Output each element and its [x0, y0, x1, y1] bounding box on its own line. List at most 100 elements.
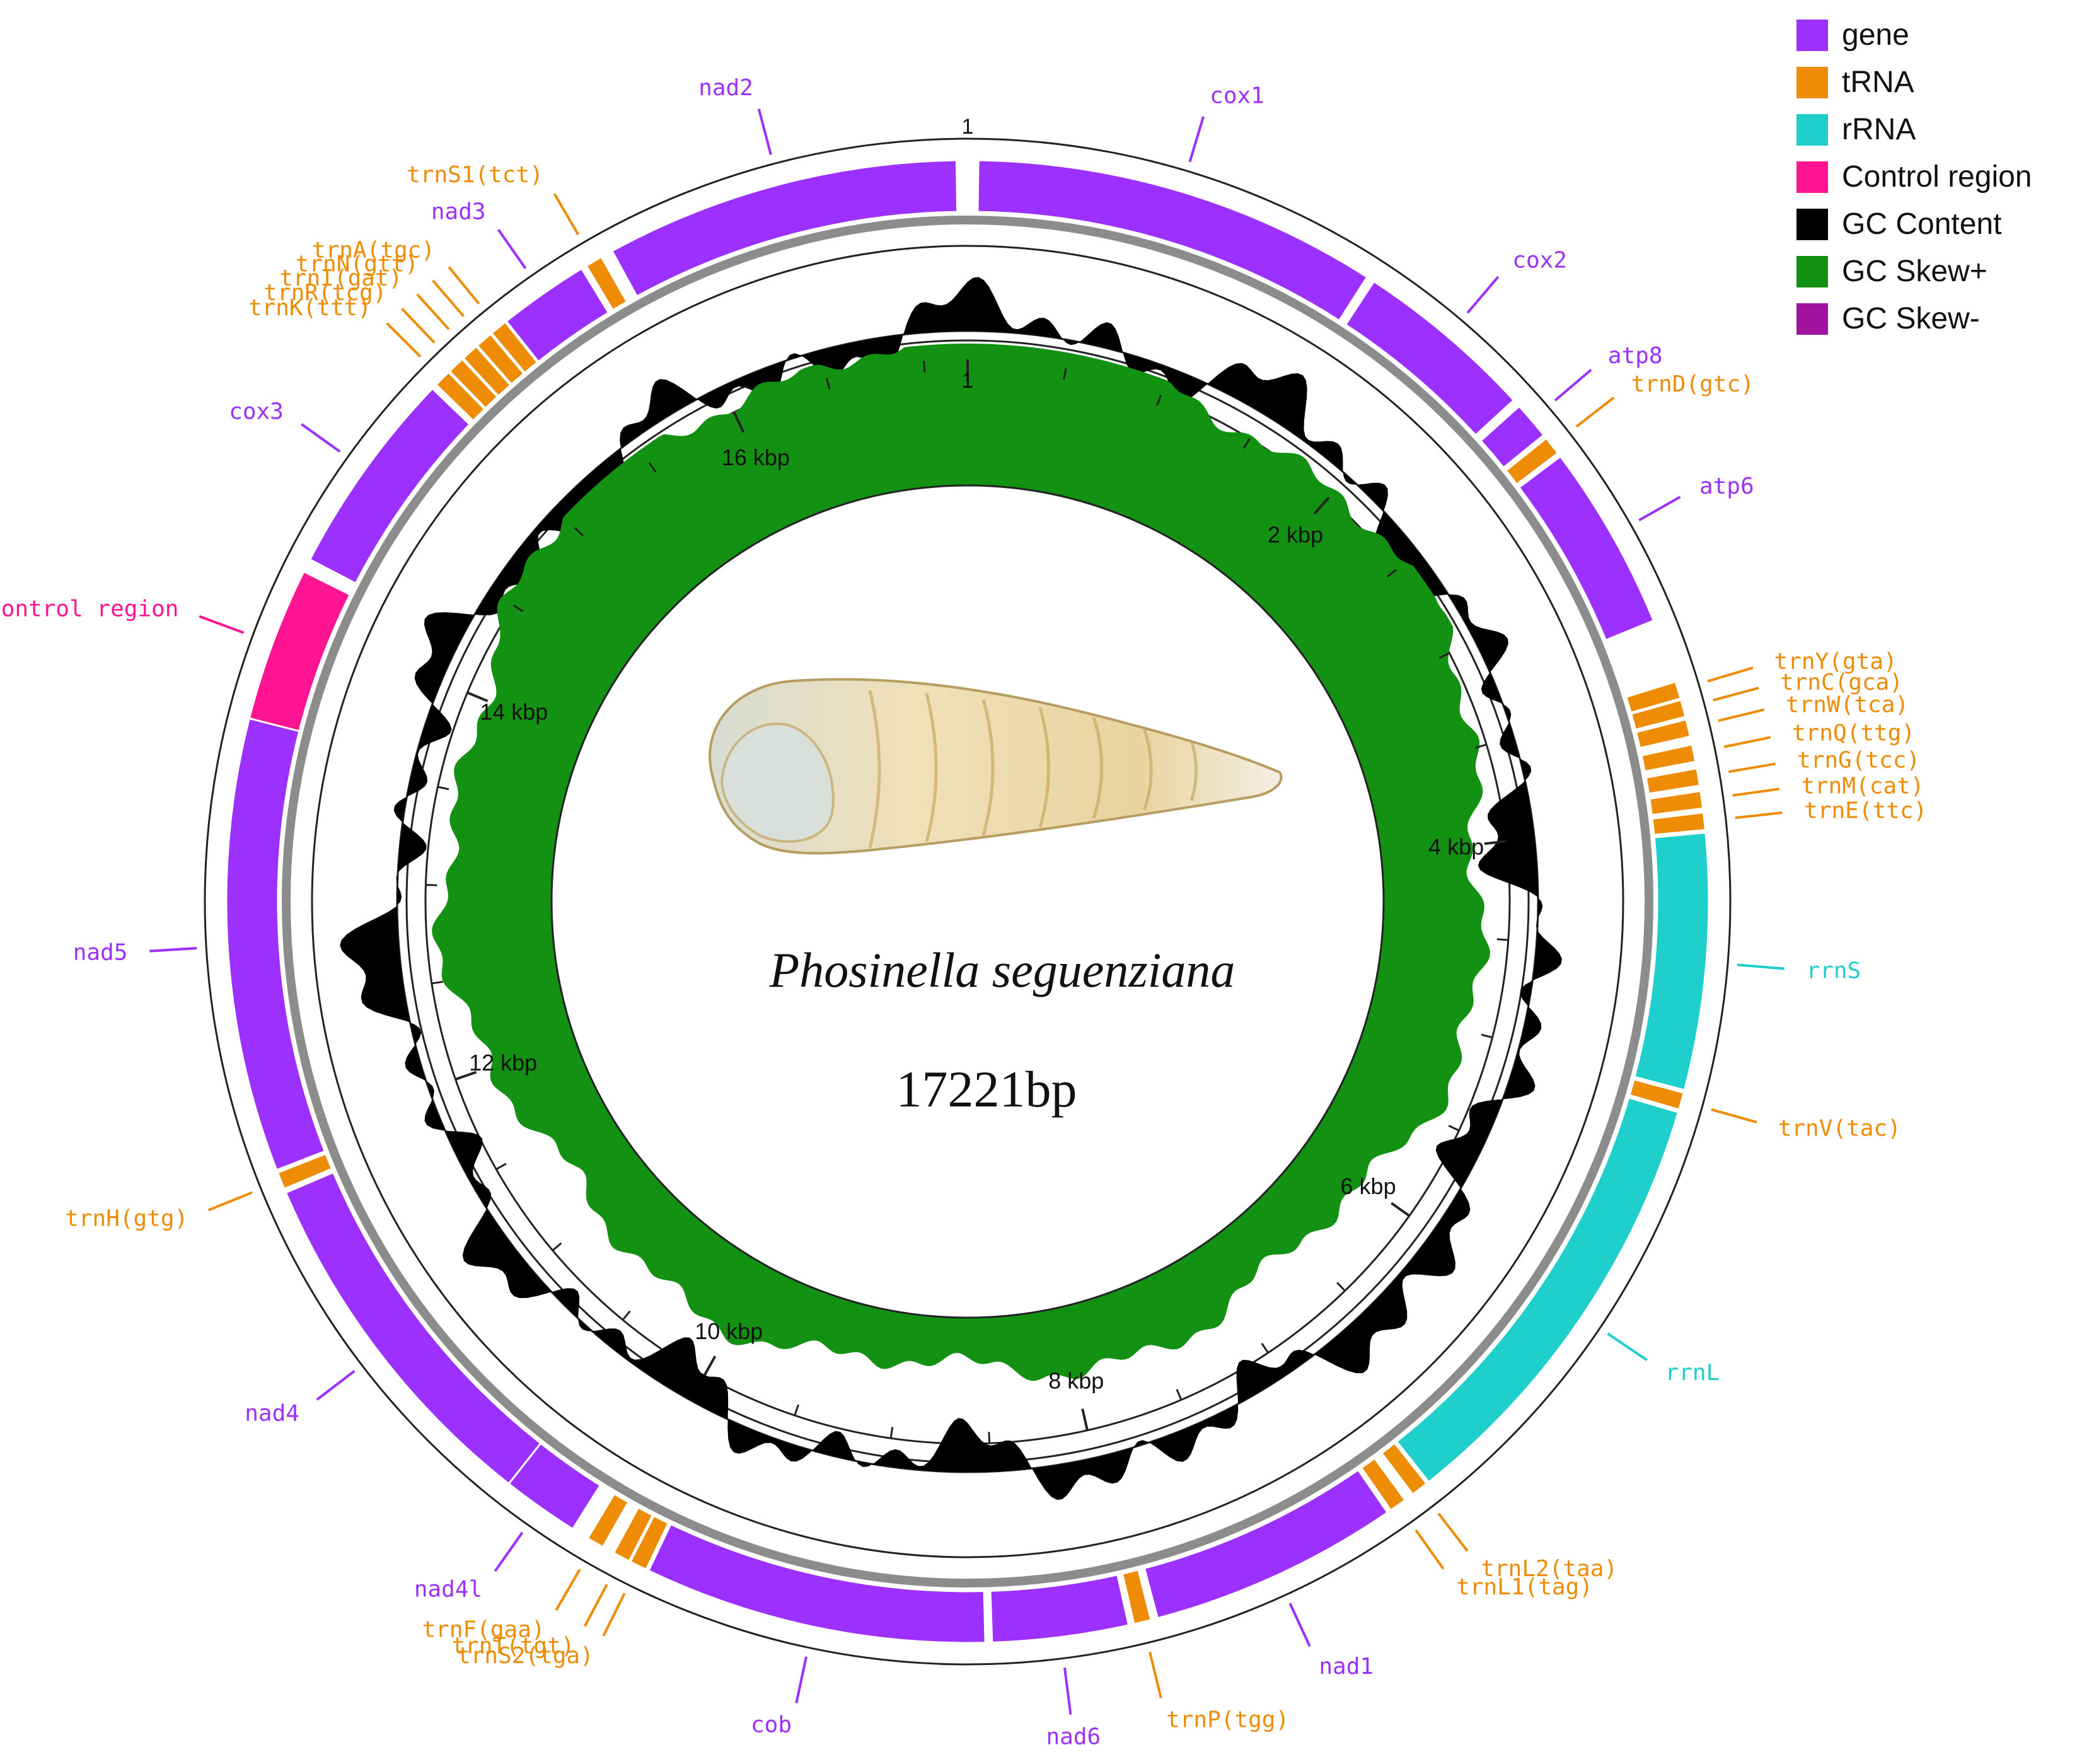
legend-label: tRNA [1842, 66, 1914, 99]
scale-tick [437, 786, 449, 791]
legend-item: GC Skew- [1796, 295, 2074, 342]
leader-nad4l [494, 1531, 524, 1572]
scale-tick [1391, 1202, 1410, 1217]
scale-tick [552, 1242, 562, 1251]
legend-swatch [1796, 66, 1828, 98]
leader-trnN [432, 279, 465, 318]
scale-label: 6 kbp [1341, 1173, 1396, 1199]
scale-tick [732, 412, 745, 433]
feature-trnS1 [584, 255, 628, 311]
label-nad4: nad4 [245, 1400, 299, 1426]
label-trnF: trnF(gaa) [422, 1616, 545, 1642]
label-trnQ: trnQ(ttg) [1792, 721, 1915, 746]
leader-trnG [1728, 762, 1776, 774]
label-trnR: trnR(tcg) [263, 280, 386, 306]
leader-trnM [1732, 787, 1779, 797]
leader-rrnL [1607, 1332, 1648, 1361]
feature-nad4 [284, 1171, 542, 1485]
leader-cox2 [1466, 276, 1500, 314]
scale-tick [466, 691, 489, 702]
origin-label-outer: 1 [962, 115, 974, 139]
legend-label: Control region [1842, 160, 2032, 194]
leader-trnP [1148, 1651, 1162, 1698]
leader-nad2 [757, 108, 772, 155]
feature-nad5 [225, 717, 327, 1171]
scale-tick [1063, 368, 1067, 380]
leader-trnC [1713, 687, 1759, 702]
label-cox2: cox2 [1512, 248, 1567, 274]
legend-swatch [1796, 19, 1828, 51]
legend-swatch [1796, 113, 1828, 146]
feature-cox3 [308, 387, 472, 585]
feature-nad1 [1143, 1468, 1389, 1620]
scale-label: 10 kbp [695, 1318, 763, 1344]
label-nad3: nad3 [431, 199, 486, 225]
legend-swatch [1796, 303, 1828, 335]
legend: gene tRNA rRNA Control region GC Content GC S… [1796, 11, 2074, 342]
leader-trnS1 [553, 193, 580, 236]
label-trnG: trnG(tcc) [1797, 748, 1920, 774]
leader-trnT [584, 1584, 608, 1627]
legend-label: GC Skew+ [1842, 255, 1987, 288]
label-trnL2: trnL2(taa) [1481, 1556, 1617, 1582]
feature-trnC [1629, 699, 1687, 731]
label-atp6: atp6 [1699, 473, 1754, 499]
leader-trnI [416, 293, 450, 330]
label-nad5: nad5 [73, 940, 128, 966]
legend-item: GC Content [1796, 200, 2074, 248]
label-nad4l: nad4l [414, 1577, 482, 1603]
leader-control [199, 615, 245, 634]
scale-tick [431, 980, 443, 985]
leader-cox1 [1188, 116, 1205, 163]
feature-trnL2 [1380, 1441, 1428, 1496]
legend-item: gene [1796, 11, 2074, 59]
feature-nad6 [989, 1574, 1130, 1644]
genome-length: 17221bp [896, 1060, 1077, 1118]
feature-trnT [612, 1506, 654, 1563]
feature-rrnS [1633, 832, 1710, 1091]
feature-control [248, 570, 352, 733]
scale-tick [825, 378, 831, 390]
feature-trnI [461, 345, 512, 398]
label-trnC: trnC(gca) [1780, 670, 1903, 695]
label-trnI: trnI(gat) [279, 265, 402, 291]
scale-tick [1438, 652, 1450, 659]
feature-trnP [1121, 1569, 1152, 1625]
leader-nad5 [149, 947, 197, 953]
scale-label: 4 kbp [1428, 833, 1484, 859]
leader-trnF [555, 1569, 581, 1611]
scale-tick [648, 462, 657, 473]
leader-nad6 [1063, 1668, 1072, 1715]
scale-tick [703, 1355, 717, 1376]
label-control: Control region [0, 596, 178, 622]
scale-label: 8 kbp [1048, 1368, 1104, 1394]
label-rrnL: rrnL [1665, 1360, 1720, 1386]
label-atp8: atp8 [1608, 343, 1663, 369]
feature-cob [647, 1523, 986, 1644]
scale-tick [1156, 395, 1162, 406]
label-trnA: trnA(tgc) [312, 237, 435, 263]
feature-label-leaders [149, 108, 1785, 1715]
scale-tick [512, 604, 524, 613]
feature-trnK [434, 371, 487, 422]
leader-trnH [207, 1191, 253, 1212]
scale-tick [425, 884, 437, 886]
legend-item: rRNA [1796, 106, 2074, 153]
scale-tick [1484, 840, 1507, 845]
label-trnL1: trnL1(tag) [1456, 1574, 1593, 1600]
leader-trnD [1575, 397, 1615, 428]
scale-tick [889, 1427, 894, 1439]
feature-trnS2 [628, 1514, 670, 1571]
scale-tick [794, 1404, 799, 1416]
outer-ring [204, 137, 1732, 1666]
leader-nad4 [316, 1370, 356, 1401]
gc-skew-track [432, 344, 1490, 1381]
label-nad1: nad1 [1319, 1654, 1374, 1680]
feature-nad3 [505, 267, 610, 363]
leader-atp8 [1554, 368, 1592, 402]
label-trnW: trnW(tca) [1786, 692, 1909, 717]
leader-trnW [1718, 708, 1765, 722]
scale-tick [1475, 743, 1487, 749]
species-name: Phosinella seguenziana [769, 943, 1235, 997]
